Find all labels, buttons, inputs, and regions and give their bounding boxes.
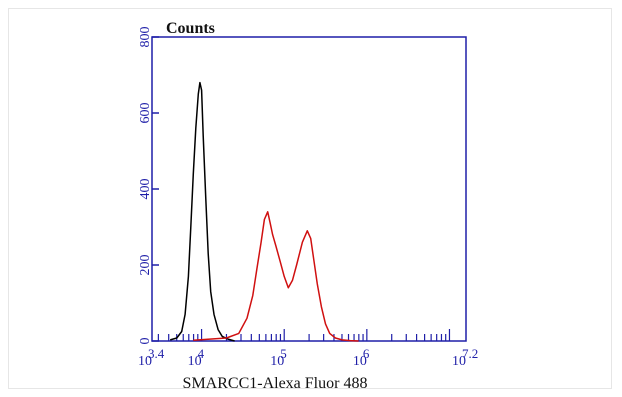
x-tick-label-exp: 4	[198, 346, 205, 361]
x-tick-label-exp: 3.4	[148, 346, 165, 361]
y-tick-label: 200	[138, 255, 153, 276]
y-tick-label: 0	[138, 338, 153, 345]
series-layer	[169, 81, 359, 342]
x-tick-label-exp: 6	[363, 346, 370, 361]
black-histogram-line	[169, 81, 235, 342]
x-tick-label-base: 10	[353, 354, 367, 369]
x-tick-label-base: 10	[452, 354, 466, 369]
chart-title: Counts	[166, 20, 215, 37]
x-tick-label-exp: 5	[280, 346, 287, 361]
y-tick-label: 600	[138, 103, 153, 124]
x-tick-label-base: 10	[270, 354, 284, 369]
y-axis: 0 200 400 600 800	[138, 27, 159, 345]
x-tick-label-base: 10	[138, 354, 152, 369]
y-tick-label: 800	[138, 27, 153, 48]
x-tick-label-base: 10	[188, 354, 202, 369]
y-tick-label: 400	[138, 179, 153, 200]
red-histogram-line	[193, 211, 359, 342]
x-axis-title: SMARCC1-Alexa Fluor 488	[183, 375, 368, 392]
figure-frame	[8, 8, 612, 389]
x-tick-label-exp: 7.2	[462, 346, 478, 361]
plot-frame	[151, 36, 467, 342]
